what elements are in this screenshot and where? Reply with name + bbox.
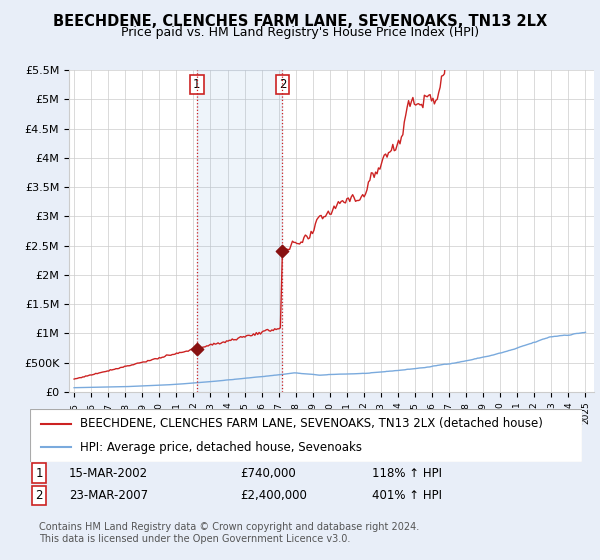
Text: £2,400,000: £2,400,000	[240, 489, 307, 502]
Text: Contains HM Land Registry data © Crown copyright and database right 2024.
This d: Contains HM Land Registry data © Crown c…	[39, 522, 419, 544]
Text: 1: 1	[35, 466, 43, 480]
Text: BEECHDENE, CLENCHES FARM LANE, SEVENOAKS, TN13 2LX (detached house): BEECHDENE, CLENCHES FARM LANE, SEVENOAKS…	[80, 417, 542, 430]
Text: £740,000: £740,000	[240, 466, 296, 480]
Text: 15-MAR-2002: 15-MAR-2002	[69, 466, 148, 480]
Text: 2: 2	[35, 489, 43, 502]
Text: BEECHDENE, CLENCHES FARM LANE, SEVENOAKS, TN13 2LX: BEECHDENE, CLENCHES FARM LANE, SEVENOAKS…	[53, 14, 547, 29]
Text: Price paid vs. HM Land Registry's House Price Index (HPI): Price paid vs. HM Land Registry's House …	[121, 26, 479, 39]
Text: 118% ↑ HPI: 118% ↑ HPI	[372, 466, 442, 480]
Text: HPI: Average price, detached house, Sevenoaks: HPI: Average price, detached house, Seve…	[80, 441, 362, 454]
Text: 1: 1	[193, 78, 200, 91]
Text: 2: 2	[278, 78, 286, 91]
Bar	[197, 70, 283, 392]
Text: 401% ↑ HPI: 401% ↑ HPI	[372, 489, 442, 502]
Text: 23-MAR-2007: 23-MAR-2007	[69, 489, 148, 502]
Point	[278, 247, 287, 256]
FancyBboxPatch shape	[30, 409, 582, 462]
Point	[192, 344, 202, 353]
